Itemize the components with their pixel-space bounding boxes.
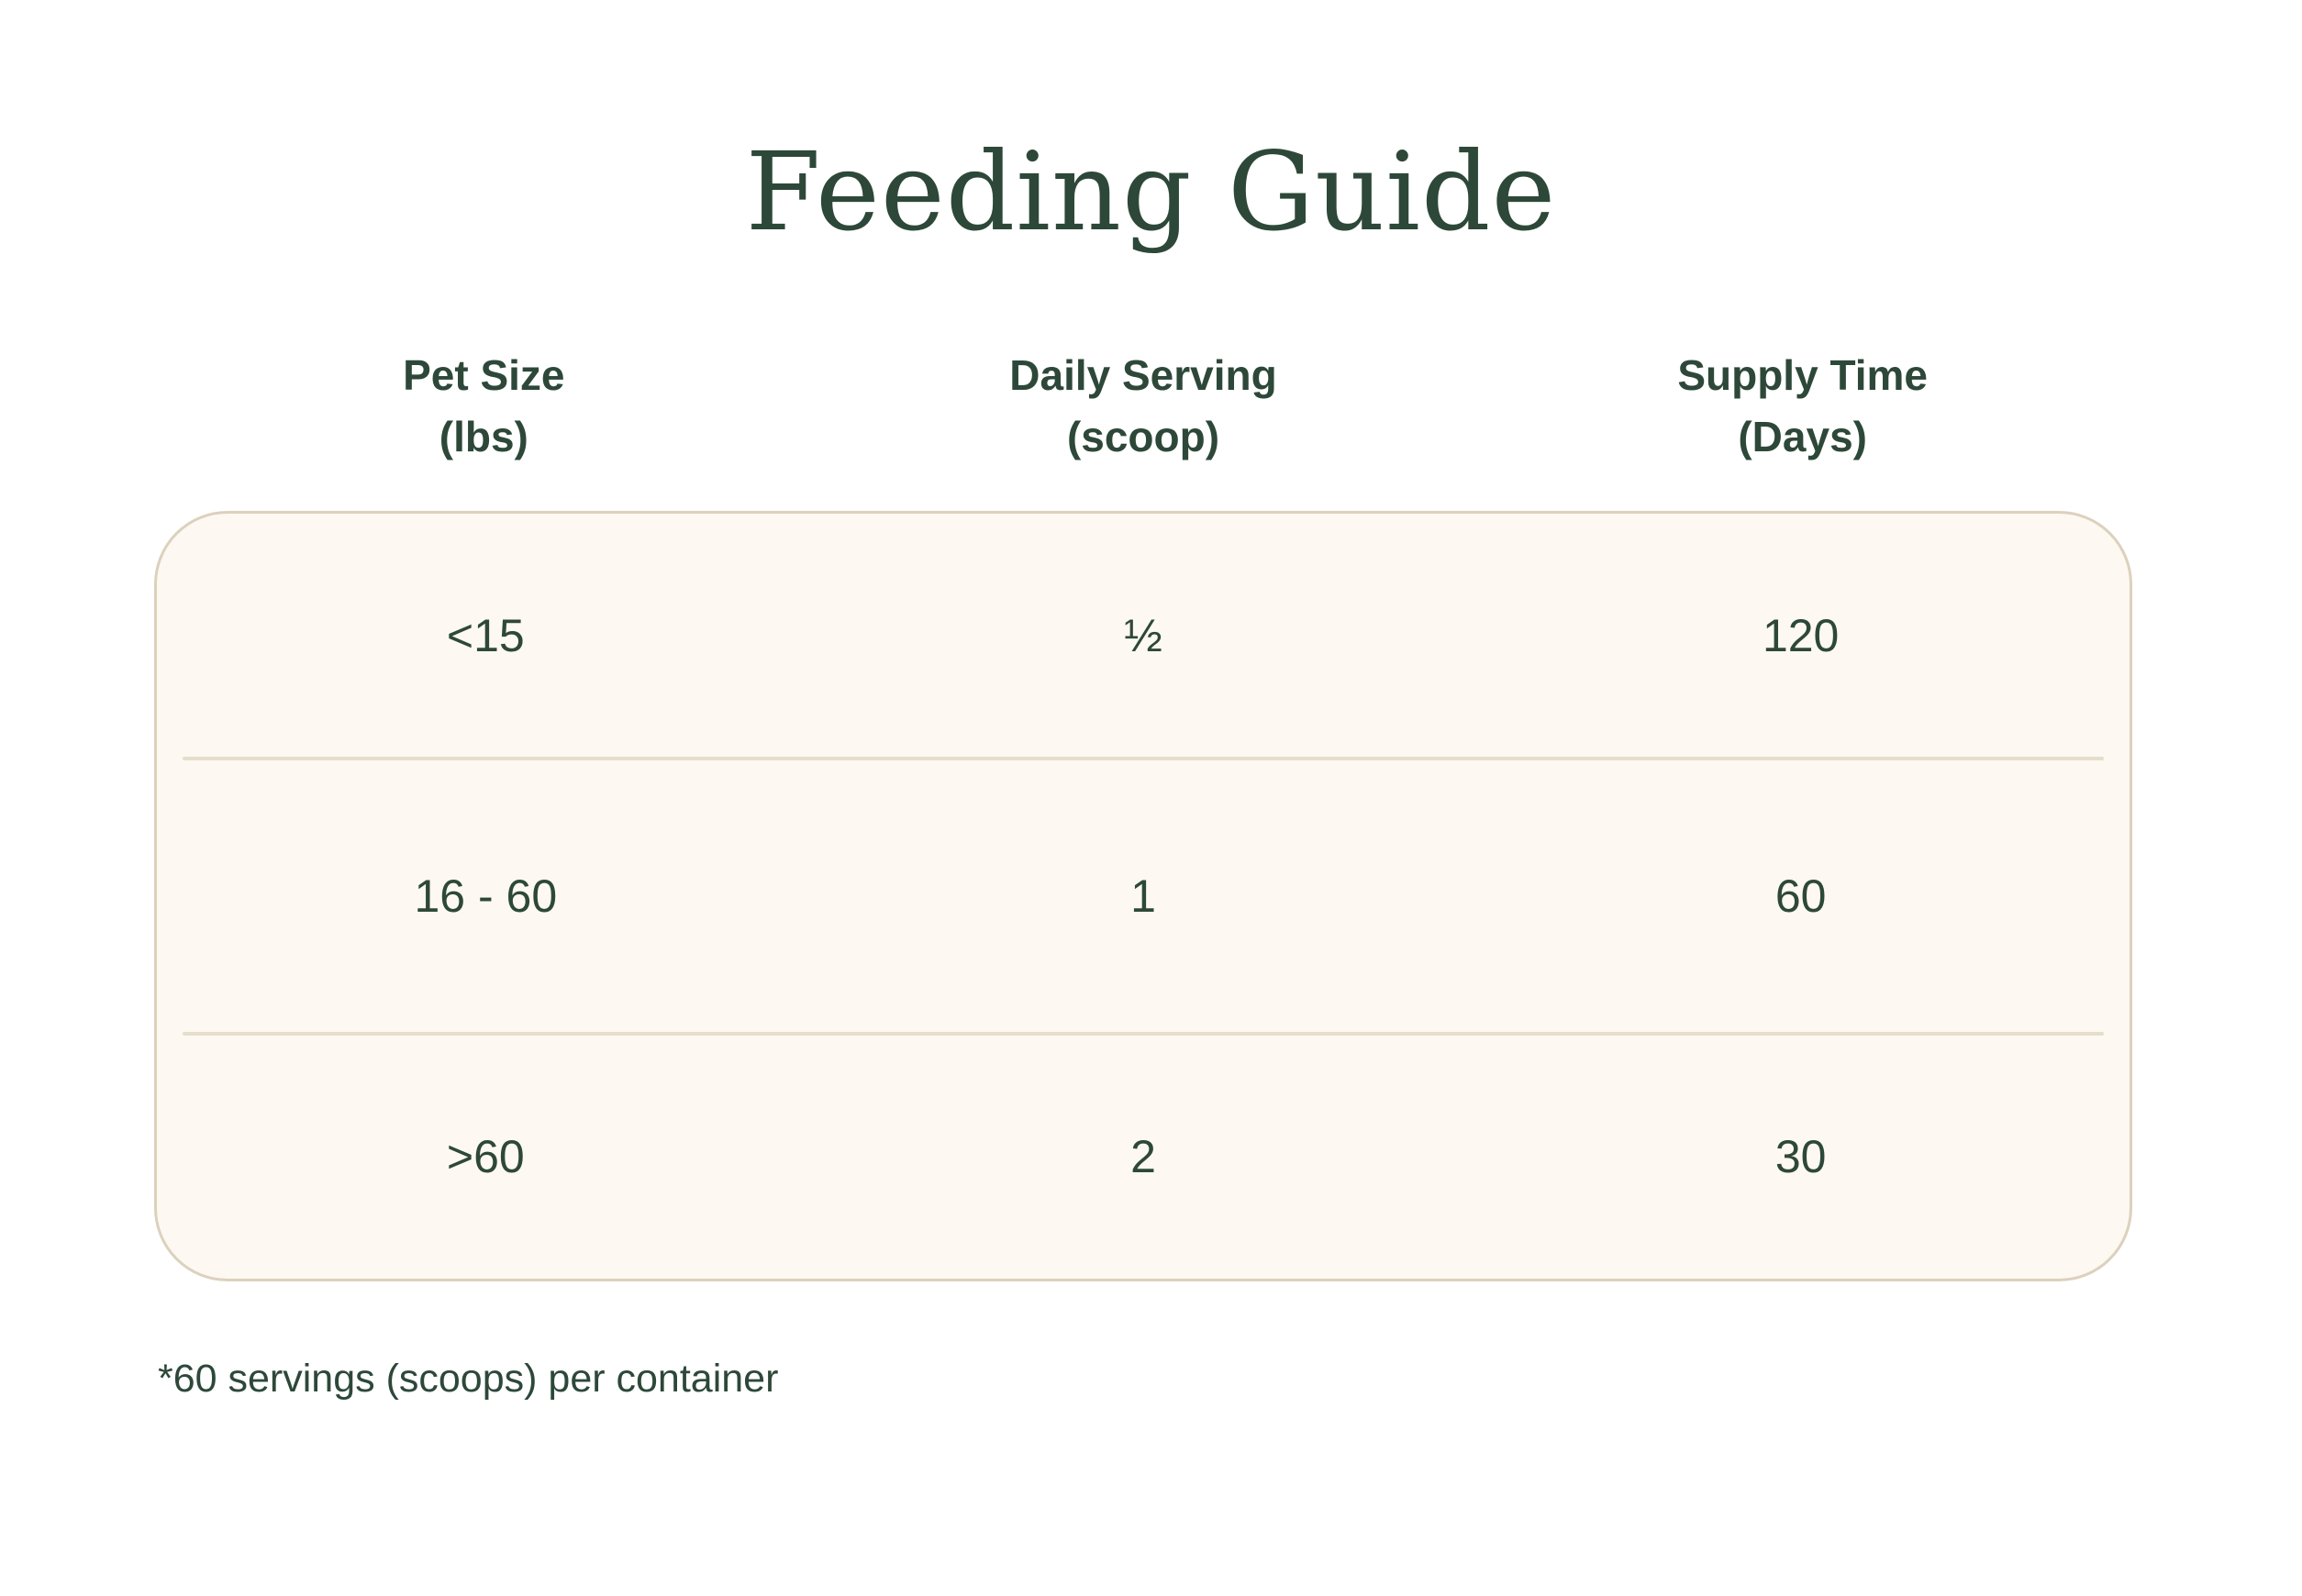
row-divider	[183, 757, 2104, 761]
table-row: 16 - 60 1 60	[157, 760, 2130, 1031]
cell-supply-time: 60	[1774, 870, 1827, 922]
column-header-line1: Pet Size	[403, 351, 565, 399]
row-divider	[183, 1031, 2104, 1036]
cell-supply-time: 120	[1762, 609, 1840, 661]
servings-footnote: *60 servings (scoops) per container	[158, 1357, 779, 1401]
cell-pet-size: >60	[446, 1131, 525, 1183]
table-row: >60 2 30	[157, 1036, 2130, 1279]
column-header-supply-time: Supply Time (Days)	[1473, 345, 2132, 467]
table-column-headers: Pet Size (lbs) Daily Serving (scoop) Sup…	[154, 345, 2132, 467]
column-header-line2: (Days)	[1738, 412, 1867, 460]
feeding-table-card: <15 ½ 120 16 - 60 1 60 >60 2 30	[154, 511, 2132, 1281]
column-header-line2: (scoop)	[1066, 412, 1220, 460]
cell-daily-serving: 2	[1130, 1131, 1156, 1183]
cell-pet-size: <15	[446, 609, 525, 661]
column-header-pet-size: Pet Size (lbs)	[154, 345, 814, 467]
column-header-line1: Daily Serving	[1009, 351, 1277, 399]
cell-supply-time: 30	[1774, 1131, 1827, 1183]
table-row: <15 ½ 120	[157, 514, 2130, 757]
page-title: Feeding Guide	[745, 128, 1557, 255]
cell-daily-serving: 1	[1130, 870, 1156, 922]
column-header-daily-serving: Daily Serving (scoop)	[814, 345, 1474, 467]
column-header-line1: Supply Time	[1677, 351, 1928, 399]
cell-daily-serving: ½	[1124, 609, 1162, 661]
column-header-line2: (lbs)	[439, 412, 528, 460]
cell-pet-size: 16 - 60	[414, 870, 558, 922]
